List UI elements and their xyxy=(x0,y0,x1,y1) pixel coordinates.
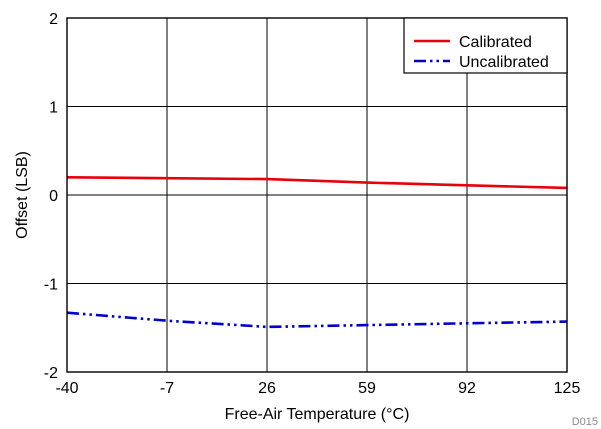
x-tick-label: 59 xyxy=(358,380,376,397)
x-tick-label: -7 xyxy=(160,380,174,397)
y-tick-label: 0 xyxy=(49,188,58,205)
x-tick-label: 26 xyxy=(258,380,276,397)
legend-label-uncalibrated: Uncalibrated xyxy=(459,54,549,71)
figure-id-watermark: D015 xyxy=(572,416,598,428)
tick-labels: -40 -7 26 59 92 125 -2 -1 0 1 2 xyxy=(44,11,581,397)
x-axis-title: Free-Air Temperature (°C) xyxy=(225,406,410,423)
grid-lines xyxy=(67,18,567,372)
y-tick-label: 2 xyxy=(49,11,58,28)
series-line-calibrated xyxy=(66,176,568,190)
x-tick-label: 92 xyxy=(458,380,476,397)
legend-box xyxy=(403,17,568,74)
series-line-uncalibrated xyxy=(66,311,568,329)
y-tick-label: 1 xyxy=(49,100,58,117)
series-lines xyxy=(66,176,568,329)
y-tick-label: -1 xyxy=(44,277,58,294)
x-tick-label: 125 xyxy=(554,380,581,397)
plot-frame xyxy=(66,17,568,373)
x-tick-label: -40 xyxy=(55,380,78,397)
legend: Calibrated Uncalibrated xyxy=(403,17,568,74)
y-tick-label: -2 xyxy=(44,365,58,382)
legend-label-calibrated: Calibrated xyxy=(459,34,532,51)
y-axis-title: Offset (LSB) xyxy=(14,151,31,239)
